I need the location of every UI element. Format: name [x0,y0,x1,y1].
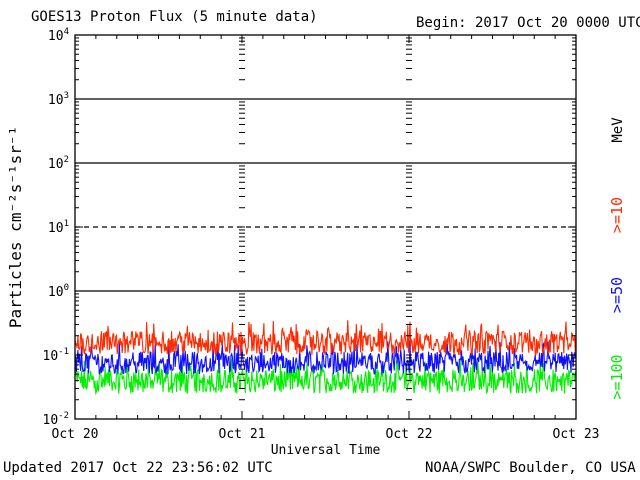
series-line-0 [74,320,577,356]
grid-lines [75,98,576,292]
unit-label: MeV [610,117,626,143]
updated-time: Updated 2017 Oct 22 23:56:02 UTC [3,460,273,476]
y-axis-label: Particles cm⁻²s⁻¹sr⁻¹ [6,126,25,328]
y-tick-label: 102 [48,155,69,172]
y-tick-label: 103 [48,91,69,108]
x-axis-label: Universal Time [271,443,381,458]
y-tick-label: 10-1 [43,347,70,364]
x-tick-label: Oct 21 [219,427,266,442]
axis-ticks [74,35,577,420]
chart-title: GOES13 Proton Flux (5 minute data) [31,9,318,25]
legend-entry-2: >=100 [608,354,626,399]
begin-time: Begin: 2017 Oct 20 0000 UTC [416,15,640,31]
legend-entry-0: >=10 [608,197,626,233]
y-tick-label: 100 [48,283,69,300]
axis-labels: 10-2 10-1 100 101 102 103 104 Oct 20 Oct 21 Oct 2… [6,27,599,458]
legend: >=10 >=50 >=100 MeV [608,117,626,400]
legend-entry-1: >=50 [608,277,626,313]
y-tick-label: 10-2 [43,411,70,428]
x-tick-label: Oct 22 [386,427,433,442]
y-tick-label: 101 [48,219,69,236]
x-tick-label: Oct 20 [52,427,99,442]
series-line-1 [74,340,577,375]
x-tick-label: Oct 23 [553,427,600,442]
series-lines [74,320,577,396]
credit-text: NOAA/SWPC Boulder, CO USA [425,460,636,476]
y-tick-label: 104 [48,27,69,44]
